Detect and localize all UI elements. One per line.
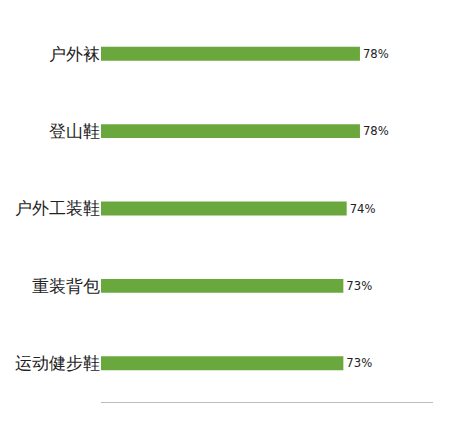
svg-text:户外工装鞋: 户外工装鞋 xyxy=(15,198,100,218)
svg-text:78%: 78% xyxy=(363,124,389,138)
svg-text:73%: 73% xyxy=(346,279,372,293)
svg-text:74%: 74% xyxy=(350,202,376,216)
svg-text:登山鞋: 登山鞋 xyxy=(49,121,100,141)
svg-text:户外袜: 户外袜 xyxy=(49,44,100,64)
svg-text:73%: 73% xyxy=(346,356,372,370)
svg-text:重装背包: 重装背包 xyxy=(32,276,100,296)
svg-text:运动健步鞋: 运动健步鞋 xyxy=(15,353,100,373)
svg-text:78%: 78% xyxy=(363,47,389,61)
